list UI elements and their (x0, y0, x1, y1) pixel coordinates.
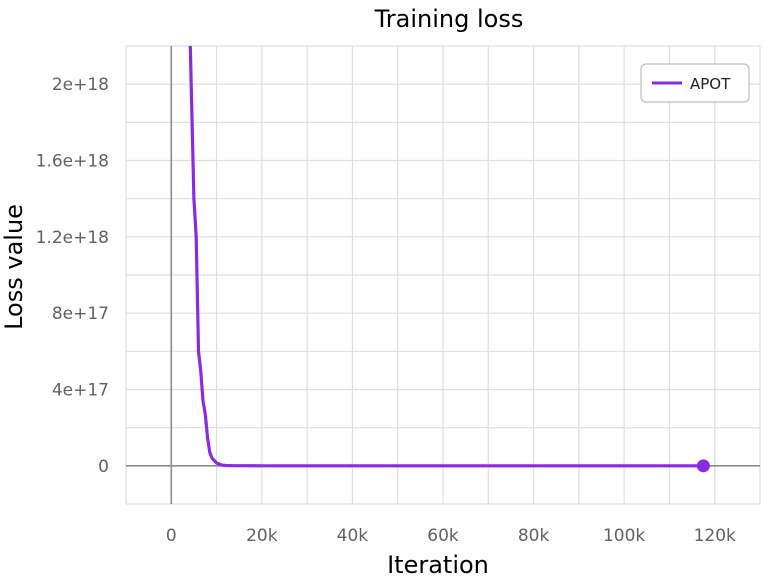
series-line-apot (188, 46, 706, 468)
x-tick-label: 0 (166, 526, 177, 546)
y-tick-label: 4e+17 (52, 381, 109, 401)
x-tick-label: 40k (337, 526, 369, 546)
x-tick-label: 100k (603, 526, 645, 546)
x-tick-labels: 0 20k 40k 60k 80k 100k 120k (166, 526, 736, 546)
y-tick-label: 0 (98, 457, 109, 477)
x-tick-label: 60k (427, 526, 459, 546)
x-axis-title: Iteration (387, 551, 489, 579)
chart-title: Training loss (374, 5, 524, 33)
legend: APOT (640, 63, 750, 103)
legend-box (640, 63, 750, 103)
y-tick-label: 1.6e+18 (36, 152, 109, 172)
series-endpoint-apot (696, 459, 710, 473)
x-tick-label: 80k (518, 526, 550, 546)
y-axis-title: Loss value (0, 204, 28, 330)
y-tick-label: 2e+18 (52, 75, 109, 95)
grid (125, 45, 761, 505)
series-layer (188, 46, 710, 473)
y-tick-labels: 0 4e+17 8e+17 1.2e+18 1.6e+18 2e+18 (36, 75, 109, 477)
legend-label-apot: APOT (690, 75, 731, 93)
y-tick-label: 8e+17 (52, 304, 109, 324)
x-tick-label: 20k (246, 526, 278, 546)
x-tick-label: 120k (694, 526, 736, 546)
y-tick-label: 1.2e+18 (36, 228, 109, 248)
